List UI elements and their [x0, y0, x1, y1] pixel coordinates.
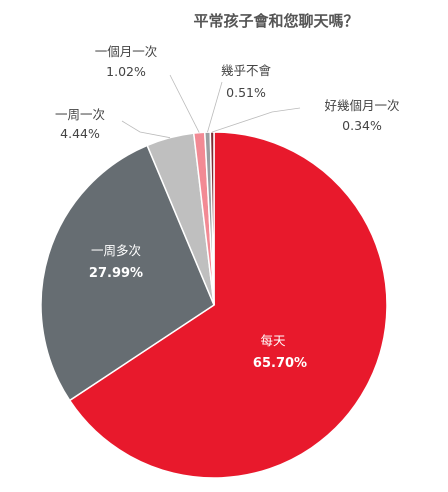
leader-once-every-few-months: [212, 107, 301, 133]
slice-label-several-times-a-week: 一周多次: [91, 243, 141, 258]
slice-label-once-a-week: 一周一次: [55, 107, 105, 122]
leader-almost-never: [207, 81, 223, 133]
slice-value-once-a-week: 4.44%: [60, 126, 100, 141]
chart-title: 平常孩子會和您聊天嗎？: [193, 12, 358, 30]
slice-label-almost-never: 幾乎不會: [221, 63, 272, 78]
slice-daily: [68, 131, 388, 479]
slice-several-times-a-week: [40, 144, 215, 402]
leader-once-a-month: [169, 74, 200, 133]
leader-once-a-week: [121, 120, 171, 139]
slice-value-once-every-few-months: 0.34%: [342, 118, 382, 133]
slice-label-once-a-month: 一個月一次: [95, 44, 158, 59]
slice-label-once-every-few-months: 好幾個月一次: [324, 98, 399, 113]
slice-value-daily: 65.70%: [253, 356, 307, 371]
slice-once-every-few-months: [209, 131, 215, 306]
slice-label-daily: 每天: [260, 333, 286, 348]
slice-value-several-times-a-week: 27.99%: [89, 266, 143, 281]
slice-value-almost-never: 0.51%: [226, 85, 266, 100]
slice-value-once-a-month: 1.02%: [106, 64, 146, 79]
